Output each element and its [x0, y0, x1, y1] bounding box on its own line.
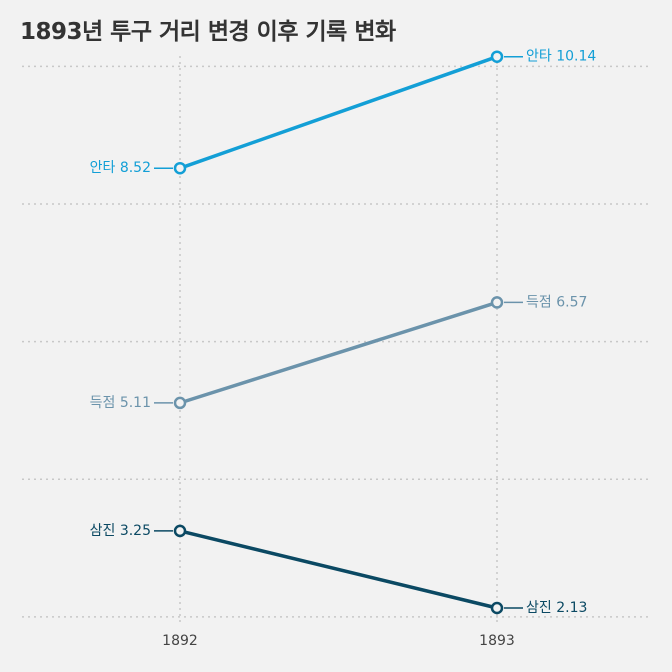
data-label: 안타 10.14 — [526, 49, 596, 65]
data-label: 삼진 2.13 — [526, 600, 587, 616]
data-point — [490, 601, 504, 615]
data-point — [490, 50, 504, 63]
x-axis: 1892 1893 — [162, 633, 515, 649]
series-2 — [154, 296, 523, 410]
data-point — [490, 296, 504, 309]
data-label: 득점 5.11 — [90, 395, 151, 411]
data-label: 득점 6.57 — [526, 294, 587, 310]
series-line — [178, 54, 499, 170]
x-tick-label: 1893 — [479, 633, 515, 649]
data-label: 삼진 3.25 — [90, 523, 151, 539]
chart-title: 1893년 투구 거리 변경 이후 기록 변화 — [20, 19, 396, 45]
data-point — [173, 396, 187, 410]
data-label: 안타 8.52 — [90, 160, 151, 176]
grid-layer — [22, 56, 650, 622]
series-3 — [154, 524, 523, 615]
data-point — [173, 524, 187, 538]
series-layer — [154, 50, 523, 615]
data-point — [173, 161, 187, 175]
series-line — [178, 300, 499, 405]
label-layer: 안타 8.52 안타 10.14 득점 5.11 득점 6.57 삼진 3.25 삼진 2… — [90, 49, 597, 616]
series-line — [178, 529, 499, 610]
series-1 — [154, 50, 523, 175]
x-tick-label: 1892 — [162, 633, 198, 649]
